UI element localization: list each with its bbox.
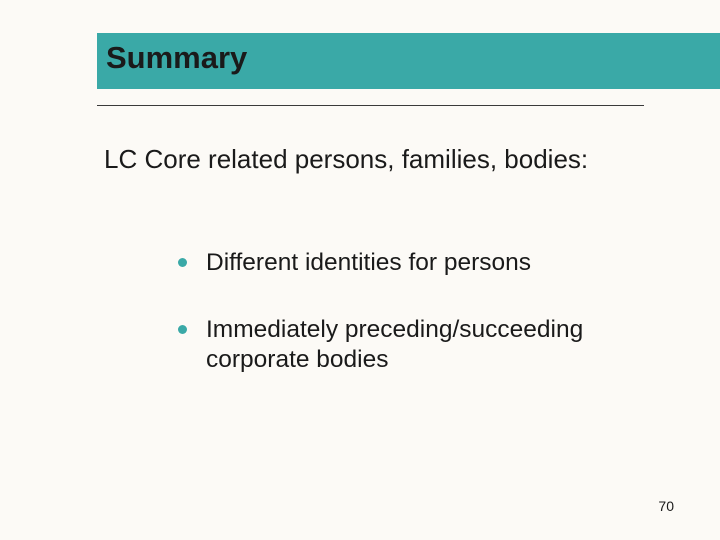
title-underline — [97, 105, 644, 106]
main-text: LC Core related persons, families, bodie… — [104, 143, 650, 177]
bullet-icon — [178, 325, 187, 334]
bullet-list: Different identities for persons Immedia… — [178, 248, 648, 412]
bullet-text: Different identities for persons — [206, 249, 531, 276]
list-item: Immediately preceding/succeeding corpora… — [178, 315, 648, 376]
bullet-icon — [178, 258, 187, 267]
page-number: 70 — [658, 498, 674, 514]
bullet-text: Immediately preceding/succeeding corpora… — [206, 316, 583, 374]
slide-title: Summary — [106, 40, 247, 76]
list-item: Different identities for persons — [178, 248, 648, 279]
